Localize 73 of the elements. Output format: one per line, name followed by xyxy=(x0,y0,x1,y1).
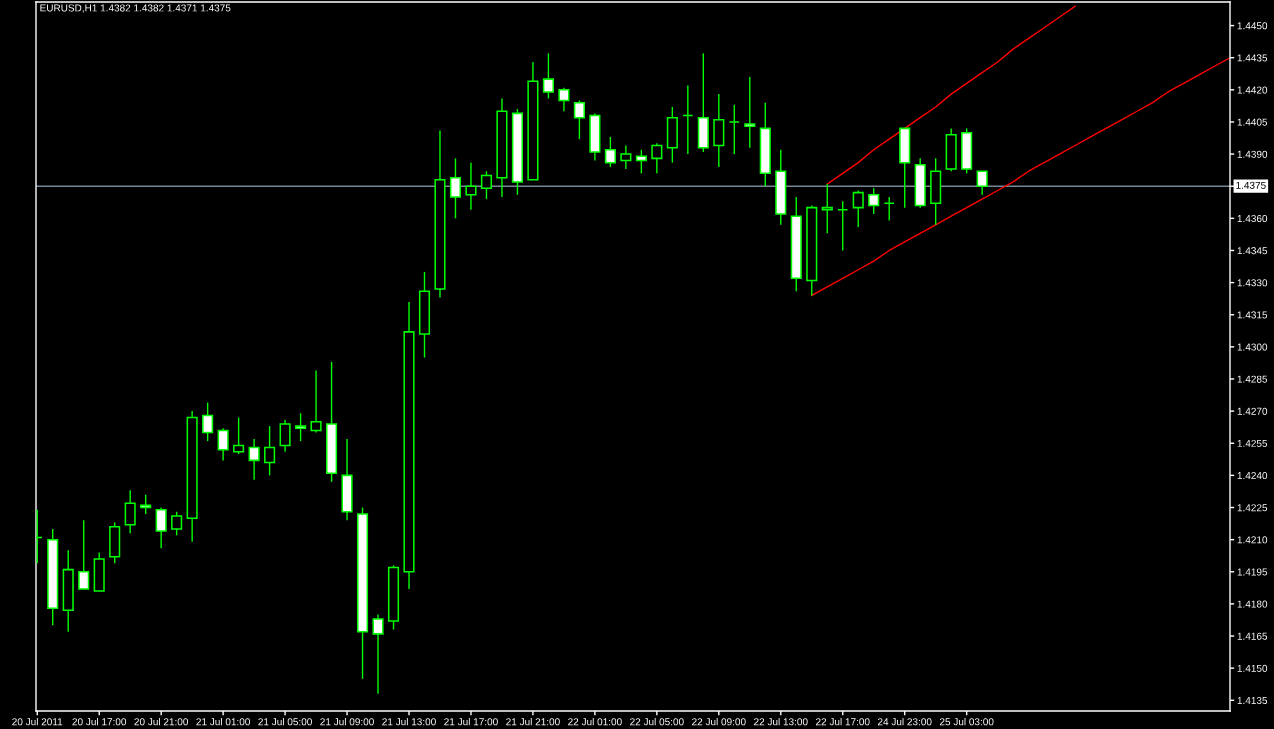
line-series xyxy=(826,5,1076,185)
y-tick-label: 1.4270 xyxy=(1237,407,1268,415)
x-tick-label: 21 Jul 09:00 xyxy=(320,717,374,726)
y-tick-label: 1.4330 xyxy=(1237,279,1268,287)
y-tick-label: 1.4225 xyxy=(1237,504,1268,512)
y-tick-label: 1.4150 xyxy=(1237,664,1268,672)
candlestick xyxy=(728,104,740,155)
candlestick xyxy=(155,506,167,549)
candlestick xyxy=(868,187,880,215)
y-tick-label: 1.4450 xyxy=(1237,22,1268,30)
y-tick-label: 1.4165 xyxy=(1237,632,1268,640)
x-tick-label: 22 Jul 09:00 xyxy=(692,717,746,726)
y-tick-label: 1.4210 xyxy=(1237,536,1268,544)
x-tick-label: 22 Jul 05:00 xyxy=(630,717,684,726)
x-tick-label: 20 Jul 17:00 xyxy=(72,717,127,726)
candlestick xyxy=(449,157,462,220)
y-tick-label: 1.4390 xyxy=(1237,150,1268,158)
x-tick-label: 21 Jul 17:00 xyxy=(444,717,498,726)
x-tick-label: 24 Jul 23:00 xyxy=(877,717,932,726)
candlestick xyxy=(202,401,214,442)
candlestick xyxy=(279,418,291,453)
x-tick-label: 21 Jul 05:00 xyxy=(258,717,312,726)
candlestick xyxy=(620,144,632,170)
candlestick xyxy=(976,170,988,196)
x-tick-label: 22 Jul 17:00 xyxy=(816,717,870,726)
candlestick xyxy=(573,99,585,140)
candlestick xyxy=(883,196,895,222)
candlestick xyxy=(372,613,384,695)
y-tick-label: 1.4315 xyxy=(1237,311,1268,319)
x-tick-label: 20 Jul 2011 xyxy=(12,717,63,726)
y-tick-label: 1.4285 xyxy=(1237,375,1268,383)
x-tick-label: 21 Jul 01:00 xyxy=(196,717,250,726)
candlestick xyxy=(651,142,663,175)
candlestick xyxy=(465,161,477,211)
candlestick xyxy=(78,519,90,590)
candlestick xyxy=(310,369,322,434)
candlestick xyxy=(295,412,307,442)
candlestick xyxy=(635,149,647,175)
x-tick-label: 22 Jul 01:00 xyxy=(568,717,622,726)
ref-line-label: 1.4375 xyxy=(1236,181,1266,189)
y-tick-label: 1.4435 xyxy=(1237,54,1268,62)
y-tick-label: 1.4420 xyxy=(1237,86,1268,94)
candlestick xyxy=(217,427,229,462)
candlestick xyxy=(542,52,554,100)
y-tick-label: 1.4180 xyxy=(1237,600,1268,608)
candlestick xyxy=(558,86,570,112)
y-tick-label: 1.4345 xyxy=(1237,247,1268,255)
candlestick xyxy=(744,76,756,149)
x-tick-label: 21 Jul 13:00 xyxy=(382,717,436,726)
y-tick-label: 1.4300 xyxy=(1237,343,1268,351)
candlestick xyxy=(682,84,694,155)
candlestick xyxy=(124,489,136,534)
candlestick xyxy=(837,200,849,252)
chart-title: EURUSD,H1 1.4382 1.4382 1.4371 1.4375 xyxy=(40,4,231,13)
candlestick xyxy=(264,425,276,477)
y-tick-label: 1.4195 xyxy=(1237,568,1268,576)
x-tick-label: 25 Jul 03:00 xyxy=(939,717,994,726)
y-tick-label: 1.4240 xyxy=(1237,472,1268,480)
y-tick-label: 1.4255 xyxy=(1237,439,1268,447)
candlestick xyxy=(171,511,183,537)
y-tick-label: 1.4405 xyxy=(1237,118,1268,126)
y-tick-label: 1.4135 xyxy=(1237,696,1268,705)
x-tick-label: 20 Jul 21:00 xyxy=(134,717,189,726)
candlestick xyxy=(248,438,260,481)
candlestick xyxy=(821,183,833,235)
y-tick-label: 1.4360 xyxy=(1237,214,1268,223)
candlestick xyxy=(233,416,245,455)
candlestick xyxy=(604,136,616,168)
candlestick xyxy=(852,189,864,228)
x-tick-label: 22 Jul 13:00 xyxy=(754,717,808,726)
candlestick xyxy=(480,170,493,200)
line-series xyxy=(811,56,1230,297)
x-tick-label: 21 Jul 21:00 xyxy=(506,717,560,726)
